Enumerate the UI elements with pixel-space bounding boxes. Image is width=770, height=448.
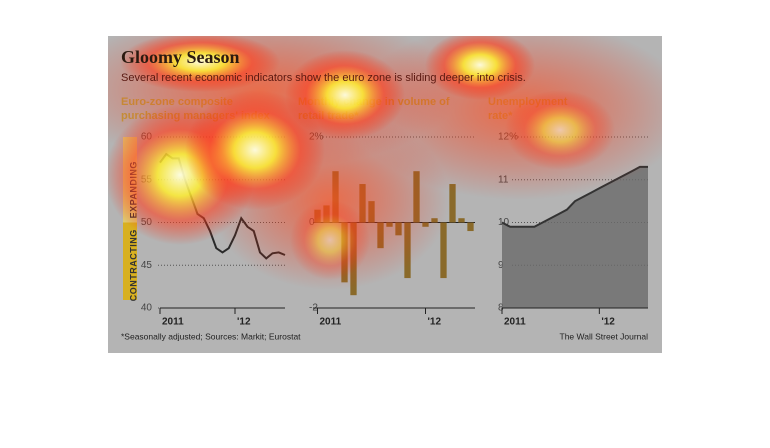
panel-title: Unemployment	[488, 96, 568, 108]
bar	[422, 222, 429, 227]
bar	[467, 222, 474, 232]
y-tick-label: 8	[498, 303, 504, 314]
x-tick-label: '12	[601, 317, 615, 328]
bar	[395, 222, 402, 236]
subtitle: Several recent economic indicators show …	[121, 72, 526, 84]
bar	[350, 222, 357, 296]
bar	[458, 218, 465, 223]
y-tick-label: 2%	[309, 132, 324, 143]
x-tick-label: 2011	[504, 317, 526, 328]
bar	[386, 222, 393, 227]
bar	[341, 222, 348, 283]
y-tick-label: 11	[498, 174, 509, 185]
panel-title: purchasing managers' index	[121, 110, 271, 122]
panel-title: Monthly change in volume of	[298, 96, 450, 108]
y-tick-label: 9	[498, 260, 504, 271]
panel-title: rate*	[488, 110, 513, 122]
y-tick-label: 50	[141, 217, 153, 228]
x-tick-label: 2011	[320, 317, 342, 328]
panel-title: Euro-zone composite	[121, 96, 233, 108]
annotation: CONTRACTING	[128, 229, 138, 301]
y-tick-label: 40	[141, 303, 153, 314]
panel-title: retail trade*	[298, 110, 359, 122]
y-tick-label: 45	[141, 260, 153, 271]
bar	[440, 222, 447, 279]
annotation: EXPANDING	[128, 161, 138, 218]
bar	[314, 209, 321, 223]
x-tick-label: '12	[237, 317, 251, 328]
bar	[431, 218, 438, 223]
bar	[413, 171, 420, 223]
x-tick-label: 2011	[162, 317, 184, 328]
bar	[359, 184, 366, 223]
bar	[332, 171, 339, 223]
bar	[404, 222, 411, 279]
y-tick-label: 55	[141, 174, 153, 185]
bar	[323, 205, 330, 223]
y-tick-label: 60	[141, 132, 153, 143]
bar	[449, 184, 456, 223]
footnote: *Seasonally adjusted; Sources: Markit; E…	[121, 331, 301, 341]
x-tick-label: '12	[428, 317, 442, 328]
area	[502, 166, 648, 308]
source: The Wall Street Journal	[560, 331, 649, 341]
title: Gloomy Season	[121, 47, 240, 67]
bar	[368, 201, 375, 223]
bar	[377, 222, 384, 249]
